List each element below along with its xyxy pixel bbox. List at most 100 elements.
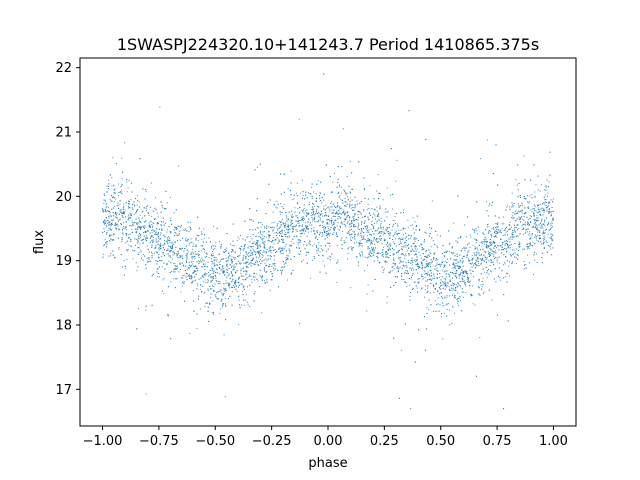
data-point — [275, 231, 277, 233]
data-point — [544, 237, 546, 239]
data-point — [519, 217, 521, 219]
data-point — [120, 190, 122, 192]
data-point — [393, 253, 395, 255]
data-point — [204, 279, 206, 281]
data-point — [457, 237, 459, 239]
data-point — [232, 287, 234, 289]
data-point — [259, 260, 261, 262]
data-point — [111, 185, 113, 187]
data-point — [145, 189, 147, 191]
data-point — [128, 217, 130, 219]
data-point — [191, 258, 193, 260]
data-point — [405, 246, 407, 248]
data-point — [493, 251, 495, 253]
data-point — [483, 243, 485, 245]
data-point — [462, 272, 464, 274]
data-point — [230, 278, 232, 280]
data-point — [191, 280, 193, 282]
data-point — [547, 222, 549, 224]
data-point — [414, 248, 416, 250]
data-point — [317, 213, 318, 215]
data-point — [449, 324, 451, 326]
data-point — [310, 214, 312, 216]
data-point — [169, 196, 171, 198]
data-point — [161, 204, 163, 206]
data-point — [428, 278, 430, 280]
data-point — [346, 211, 348, 213]
data-point — [241, 290, 243, 292]
data-point — [277, 237, 279, 239]
data-point — [313, 243, 315, 245]
data-point — [106, 191, 108, 193]
data-point — [256, 227, 258, 229]
data-point — [443, 278, 445, 279]
data-point — [279, 250, 281, 252]
data-point — [511, 202, 513, 204]
data-point — [321, 221, 323, 223]
data-point — [549, 244, 551, 246]
data-point — [195, 274, 197, 276]
data-point — [156, 227, 157, 229]
data-point — [352, 209, 354, 211]
data-point — [452, 282, 454, 284]
data-point — [496, 233, 498, 234]
data-point — [451, 323, 453, 325]
data-point — [136, 211, 138, 213]
data-point — [526, 248, 528, 250]
data-point — [153, 230, 155, 232]
data-point — [167, 315, 169, 317]
data-point — [331, 224, 333, 226]
data-point — [397, 250, 399, 252]
data-point — [324, 245, 326, 247]
data-point — [548, 211, 550, 213]
data-point — [448, 303, 450, 305]
data-point — [466, 279, 468, 281]
data-point — [192, 251, 194, 253]
data-point — [281, 212, 283, 214]
data-point — [207, 290, 209, 292]
data-point — [470, 280, 472, 282]
data-point — [357, 213, 359, 215]
data-point — [490, 259, 492, 261]
data-point — [163, 242, 165, 244]
data-point — [180, 225, 182, 227]
data-point — [518, 228, 520, 230]
data-point — [328, 219, 330, 221]
data-point — [477, 262, 479, 264]
data-point — [505, 256, 507, 258]
data-point — [239, 254, 241, 256]
data-point — [289, 245, 291, 247]
data-point — [340, 198, 342, 200]
data-point — [387, 241, 389, 243]
data-point — [314, 214, 316, 216]
data-point — [295, 192, 297, 194]
data-point — [307, 213, 309, 215]
data-point — [515, 257, 517, 259]
data-point — [356, 200, 358, 202]
data-point — [410, 291, 412, 293]
data-point — [191, 276, 193, 278]
data-point — [381, 231, 383, 233]
data-point — [424, 289, 426, 291]
data-point — [467, 260, 469, 262]
data-point — [377, 228, 379, 230]
data-point — [417, 240, 419, 241]
data-point — [127, 215, 129, 217]
data-point — [358, 234, 360, 236]
data-point — [455, 284, 457, 286]
data-point — [550, 214, 552, 216]
data-point — [347, 222, 349, 224]
data-point — [436, 267, 438, 269]
data-point — [372, 225, 374, 227]
data-point — [199, 259, 201, 261]
data-point — [494, 215, 496, 217]
data-point — [469, 262, 471, 264]
data-point — [109, 174, 111, 176]
data-point — [214, 283, 216, 285]
data-point — [322, 229, 324, 231]
data-point — [539, 230, 541, 232]
data-point — [371, 234, 373, 236]
data-point — [234, 251, 236, 253]
data-point — [103, 193, 105, 195]
data-point — [427, 287, 428, 289]
